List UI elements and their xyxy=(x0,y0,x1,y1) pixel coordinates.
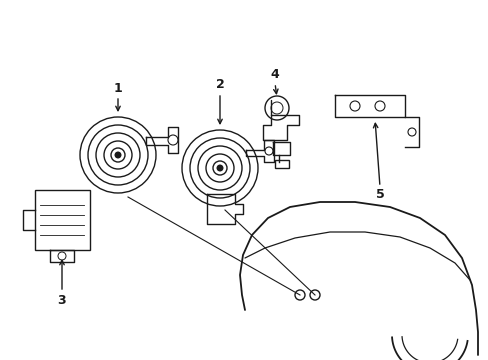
Text: 5: 5 xyxy=(375,189,384,202)
Text: 4: 4 xyxy=(270,68,279,81)
Text: 2: 2 xyxy=(215,78,224,91)
Circle shape xyxy=(114,152,121,158)
Text: 1: 1 xyxy=(113,81,122,94)
Text: 3: 3 xyxy=(58,293,66,306)
Bar xyxy=(274,160,288,168)
Bar xyxy=(35,190,90,250)
Circle shape xyxy=(216,165,223,171)
